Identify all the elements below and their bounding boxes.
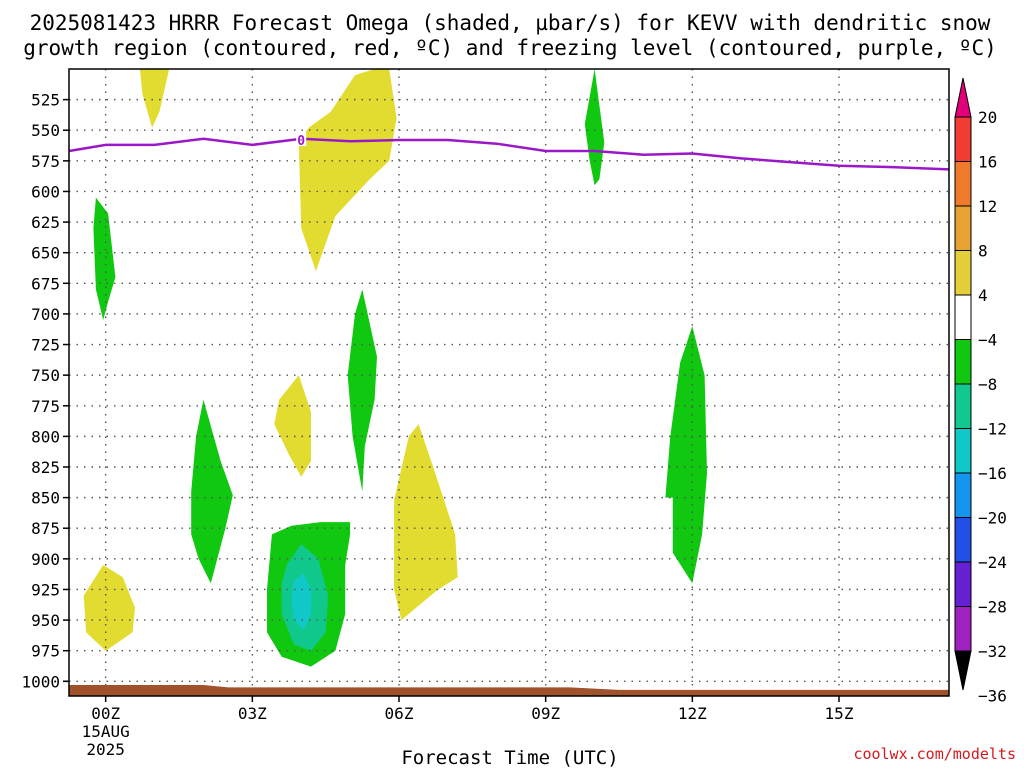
omega-shaded-regions <box>83 69 707 667</box>
colorbar-segment-1 <box>954 116 972 162</box>
plot-area: 0 <box>68 68 950 697</box>
y-tick-label-600: 600 <box>31 182 60 201</box>
colorbar-segment-10 <box>954 517 972 563</box>
omega-region-9 <box>191 399 233 584</box>
plot-frame <box>68 68 950 697</box>
colorbar-segment-11 <box>954 561 972 607</box>
omega-region-3 <box>274 375 311 477</box>
freezing-level-contour: 0 <box>68 132 950 171</box>
y-tick-label-825: 825 <box>31 458 60 477</box>
omega-region-6 <box>584 69 605 186</box>
y-tick-label-550: 550 <box>31 121 60 140</box>
y-tick-label-950: 950 <box>31 611 60 630</box>
y-tick-label-800: 800 <box>31 427 60 446</box>
omega-region-5 <box>83 565 135 651</box>
colorbar-label-1: 20 <box>978 108 997 127</box>
colorbar: 20 16 12 8 4 −4 −8 −12 −16 −20 −24 −28 −32 −36 <box>954 77 1007 706</box>
y-tick-label-975: 975 <box>31 642 60 661</box>
y-tick-label-1000: 1000 <box>21 672 60 691</box>
colorbar-top-triangle <box>954 77 972 118</box>
colorbar-label-6: −4 <box>978 331 997 350</box>
y-tick-label-850: 850 <box>31 489 60 508</box>
colorbar-bottom-triangle <box>954 650 972 691</box>
chart-title-line-2: growth region (contoured, red, ºC) and f… <box>23 36 997 60</box>
y-tick-label-925: 925 <box>31 580 60 599</box>
colorbar-label-5: 4 <box>978 286 988 305</box>
credit-text: coolwx.com/modelts <box>853 745 1016 763</box>
colorbar-label-11: −24 <box>978 553 1007 572</box>
colorbar-label-13: −32 <box>978 642 1007 661</box>
x-tick-label-09Z: 09Z <box>531 704 560 723</box>
colorbar-segment-5 <box>954 294 972 340</box>
omega-region-1 <box>139 69 170 128</box>
plot-background <box>69 69 949 696</box>
colorbar-label-12: −28 <box>978 598 1007 617</box>
chart-title-line-1: 2025081423 HRRR Forecast Omega (shaded, … <box>30 11 991 35</box>
colorbar-label-2: 16 <box>978 153 997 172</box>
colorbar-label-3: 12 <box>978 197 997 216</box>
y-axis-ticks: 525 550 575 600 625 650 675 700 725 750 775 800 825 8… <box>21 91 69 691</box>
colorbar-label-10: −20 <box>978 509 1007 528</box>
y-tick-label-775: 775 <box>31 397 60 416</box>
colorbar-segment-6 <box>954 339 972 385</box>
colorbar-label-8: −12 <box>978 420 1007 439</box>
freezing-level-label-bg <box>296 132 307 147</box>
surface-terrain-band <box>69 685 949 696</box>
colorbar-label-14: −36 <box>978 687 1007 706</box>
y-tick-label-525: 525 <box>31 91 60 110</box>
x-tick-label-03Z: 03Z <box>238 704 267 723</box>
x-tick-date: 15AUG <box>82 722 130 741</box>
colorbar-label-7: −8 <box>978 375 997 394</box>
colorbar-segment-3 <box>954 205 972 251</box>
x-tick-label-12Z: 12Z <box>678 704 707 723</box>
y-tick-label-650: 650 <box>31 244 60 263</box>
colorbar-segment-2 <box>954 161 972 207</box>
y-tick-label-700: 700 <box>31 305 60 324</box>
omega-region-8 <box>347 289 377 492</box>
omega-region-4 <box>394 424 458 621</box>
colorbar-label-9: −16 <box>978 464 1007 483</box>
omega-region-7 <box>93 197 116 320</box>
y-tick-label-900: 900 <box>31 550 60 569</box>
x-tick-label-06Z: 06Z <box>385 704 414 723</box>
x-axis-label: Forecast Time (UTC) <box>401 747 618 768</box>
y-tick-label-725: 725 <box>31 336 60 355</box>
surface-terrain <box>69 685 949 696</box>
omega-region-10 <box>665 326 707 584</box>
colorbar-segment-8 <box>954 428 972 474</box>
colorbar-segment-7 <box>954 383 972 429</box>
y-tick-label-575: 575 <box>31 152 60 171</box>
omega-region-13 <box>291 573 311 630</box>
colorbar-segment-12 <box>954 606 972 652</box>
x-tick-label-15Z: 15Z <box>825 704 854 723</box>
colorbar-segment-9 <box>954 472 972 518</box>
freezing-level-line <box>68 137 950 171</box>
x-tick-label-00Z: 00Z <box>91 704 120 723</box>
y-tick-label-750: 750 <box>31 366 60 385</box>
y-tick-label-875: 875 <box>31 519 60 538</box>
freezing-level-label: 0 <box>297 134 305 149</box>
colorbar-label-4: 8 <box>978 242 988 261</box>
omega-region-2 <box>298 69 397 272</box>
x-tick-year: 2025 <box>86 740 125 759</box>
y-tick-label-675: 675 <box>31 274 60 293</box>
y-tick-label-625: 625 <box>31 213 60 232</box>
colorbar-segment-4 <box>954 250 972 296</box>
